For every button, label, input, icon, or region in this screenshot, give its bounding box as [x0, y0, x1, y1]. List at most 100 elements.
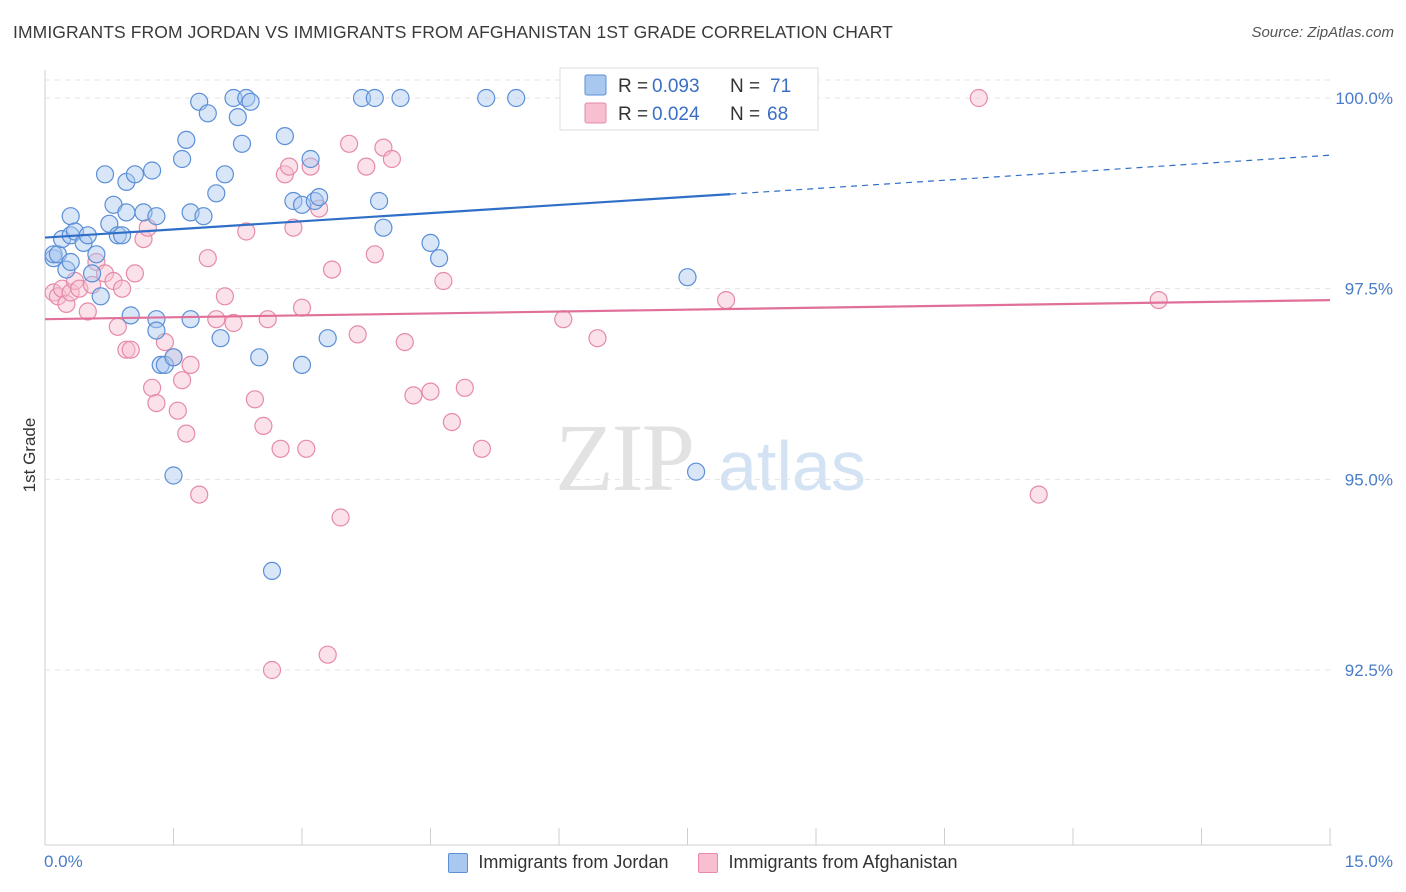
jordan-point-64 — [477, 88, 496, 108]
jordan-point-47 — [250, 348, 269, 367]
watermark-atlas: atlas — [718, 427, 866, 505]
afghanistan-point-35 — [258, 310, 277, 329]
afghanistan-point-29 — [207, 310, 226, 329]
jordan-point-39 — [207, 184, 226, 203]
jordan-point-43 — [228, 107, 247, 127]
jordan-point-48 — [262, 561, 282, 581]
x-tick-marks — [44, 828, 1331, 845]
y-tick-label-1: 97.5% — [1345, 280, 1393, 299]
afghanistan-point-49 — [348, 325, 367, 344]
watermark-zip: ZIP — [555, 404, 693, 511]
afghanistan-point-45 — [318, 645, 337, 664]
afghanistan-point-3 — [57, 294, 76, 313]
trend-line-jordan-extension — [730, 154, 1331, 195]
legend-item-jordan: Immigrants from Jordan — [448, 852, 668, 873]
jordan-point-20 — [117, 203, 136, 222]
legend: Immigrants from Jordan Immigrants from A… — [0, 852, 1406, 873]
afghanistan-point-25 — [177, 424, 196, 443]
jordan-point-31 — [164, 348, 183, 367]
jordan-point-65 — [507, 88, 526, 108]
afghanistan-point-39 — [280, 157, 299, 176]
afghanistan-point-33 — [245, 390, 264, 409]
afghanistan-point-28 — [198, 249, 217, 268]
afghanistan-point-48 — [340, 134, 359, 153]
jordan-point-57 — [352, 88, 372, 108]
jordan-point-38 — [198, 104, 217, 123]
afghanistan-point-64 — [716, 291, 736, 310]
jordan-point-5 — [61, 252, 80, 272]
afghanistan-point-58 — [442, 413, 461, 432]
stats-n-value-afghanistan: 68 — [767, 104, 788, 125]
afghanistan-point-61 — [554, 310, 573, 329]
trend-lines — [44, 154, 1331, 321]
jordan-point-46 — [241, 92, 260, 111]
trend-line-afghanistan — [44, 299, 1331, 321]
afghanistan-point-19 — [143, 378, 162, 397]
grid-lines — [45, 79, 1330, 671]
y-tick-label-3: 92.5% — [1345, 661, 1393, 680]
afghanistan-point-26 — [181, 355, 200, 374]
afghanistan-point-20 — [147, 394, 166, 413]
afghanistan-point-59 — [455, 378, 474, 397]
afghanistan-point-66 — [1029, 485, 1048, 504]
jordan-point-12 — [87, 245, 106, 264]
afghanistan-point-15 — [121, 340, 140, 359]
jordan-point-53 — [301, 149, 320, 169]
jordan-point-41 — [215, 165, 234, 184]
y-tick-label-0: 100.0% — [1335, 89, 1393, 108]
afghanistan-point-54 — [395, 333, 414, 352]
jordan-point-30 — [164, 466, 183, 485]
series-jordan-points — [44, 88, 706, 581]
stats-n-value-jordan: 71 — [770, 76, 791, 97]
stats-legend-box: R = 0.093 N = 71 R = 0.024 N = 68 — [559, 67, 819, 131]
afghanistan-point-37 — [271, 439, 290, 458]
legend-swatch-jordan — [448, 852, 469, 873]
jordan-point-62 — [421, 233, 440, 252]
afghanistan-point-27 — [190, 485, 209, 504]
jordan-point-21 — [121, 306, 140, 325]
jordan-point-25 — [147, 207, 166, 226]
jordan-point-11 — [82, 264, 102, 283]
jordan-point-58 — [365, 88, 384, 108]
afghanistan-point-57 — [434, 271, 453, 291]
jordan-point-32 — [173, 149, 192, 169]
legend-swatch-afghanistan — [698, 852, 719, 873]
afghanistan-point-41 — [292, 298, 312, 317]
stats-n-label-jordan: N = — [730, 76, 760, 97]
afghanistan-point-60 — [472, 439, 491, 458]
y-tick-label-2: 95.0% — [1345, 470, 1393, 489]
jordan-point-55 — [310, 188, 329, 207]
stats-swatch-jordan — [584, 74, 607, 96]
jordan-point-22 — [125, 165, 144, 184]
jordan-point-13 — [91, 287, 110, 306]
afghanistan-point-51 — [365, 245, 384, 264]
jordan-point-35 — [181, 310, 200, 329]
afghanistan-point-23 — [168, 401, 187, 420]
stats-r-label-afghanistan: R = — [618, 104, 648, 125]
afghanistan-point-7 — [78, 302, 97, 321]
jordan-point-61 — [391, 88, 410, 108]
afghanistan-point-67 — [1149, 291, 1168, 310]
afghanistan-point-34 — [254, 416, 273, 435]
jordan-point-27 — [147, 321, 166, 340]
afghanistan-point-62 — [588, 329, 607, 348]
jordan-point-18 — [112, 226, 132, 245]
jordan-point-1 — [44, 245, 63, 264]
series-afghanistan-points — [44, 88, 1168, 680]
jordan-point-63 — [430, 249, 449, 268]
stats-n-label-afghanistan: N = — [730, 104, 760, 125]
afghanistan-point-42 — [297, 439, 316, 458]
jordan-point-42 — [224, 88, 243, 108]
jordan-point-66 — [678, 268, 697, 287]
jordan-point-67 — [686, 462, 706, 481]
afghanistan-point-13 — [112, 279, 132, 298]
jordan-point-40 — [211, 329, 230, 348]
source-label: Source: ZipAtlas.com — [1251, 24, 1394, 41]
afghanistan-point-40 — [284, 218, 303, 237]
afghanistan-point-43 — [301, 157, 320, 176]
jordan-point-24 — [143, 161, 162, 180]
afghanistan-point-53 — [382, 149, 401, 169]
afghanistan-point-24 — [173, 371, 192, 390]
stats-swatch-afghanistan — [584, 102, 607, 124]
